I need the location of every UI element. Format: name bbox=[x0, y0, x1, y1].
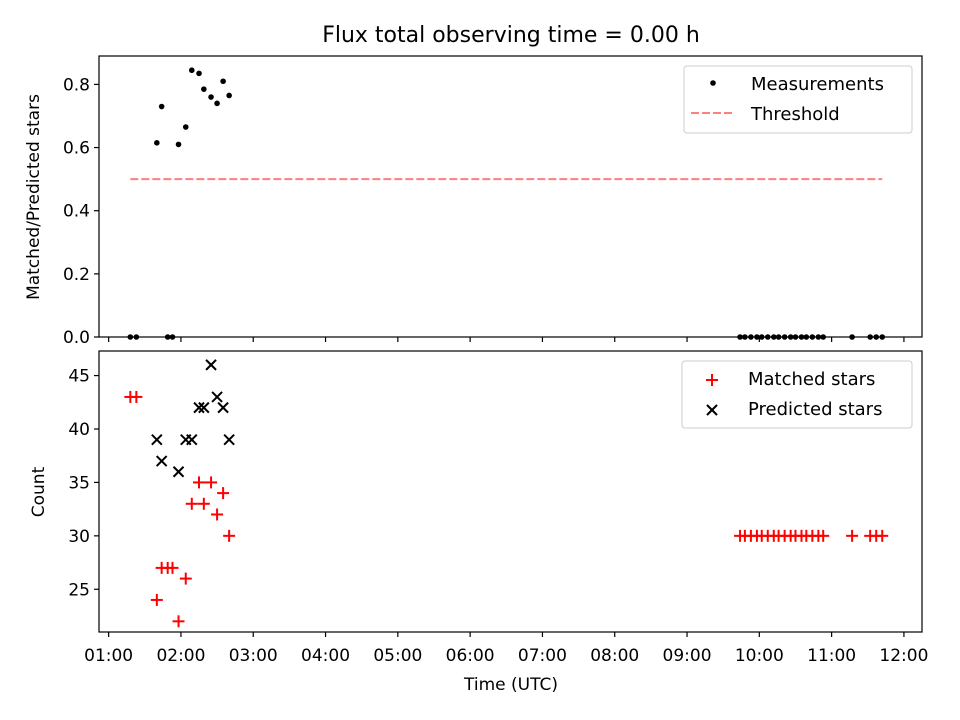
predicted-star-point bbox=[172, 466, 185, 478]
matched-star-point bbox=[197, 497, 210, 510]
x-tick-label: 06:00 bbox=[446, 646, 495, 666]
measurement-point bbox=[214, 100, 220, 107]
bottom-y-tick-label: 25 bbox=[68, 580, 90, 600]
legend-threshold-label: Threshold bbox=[750, 104, 840, 125]
top-y-tick-label: 0.4 bbox=[63, 202, 90, 222]
legend-predicted-label: Predicted stars bbox=[748, 399, 882, 420]
bottom-y-tick-label: 35 bbox=[68, 473, 90, 493]
x-tick-label: 01:00 bbox=[84, 646, 133, 666]
matched-star-point bbox=[217, 487, 230, 500]
matched-star-point bbox=[166, 561, 179, 574]
legend-matched-marker bbox=[706, 374, 718, 386]
predicted-star-point bbox=[211, 391, 223, 403]
bottom-legend-box bbox=[681, 360, 913, 429]
matched-star-point bbox=[185, 497, 198, 510]
matched-star-point bbox=[817, 529, 830, 542]
x-tick-label: 05:00 bbox=[373, 646, 422, 666]
x-tick-label: 11:00 bbox=[807, 646, 856, 666]
legend-matched-label: Matched stars bbox=[748, 369, 875, 390]
legend-measurements-label: Measurements bbox=[751, 74, 884, 95]
matched-star-point bbox=[130, 390, 143, 403]
measurement-point bbox=[220, 78, 226, 85]
top-plot: 0.00.20.40.60.8 Matched/Predicted stars … bbox=[24, 55, 923, 348]
measurement-point bbox=[154, 140, 160, 146]
measurement-point bbox=[196, 70, 202, 77]
measurement-point bbox=[158, 103, 165, 110]
x-axis-label: Time (UTC) bbox=[463, 675, 558, 695]
top-y-tick-label: 0.2 bbox=[63, 265, 90, 285]
x-tick-label: 03:00 bbox=[229, 646, 278, 666]
x-tick-label: 07:00 bbox=[518, 646, 567, 666]
top-legend-box bbox=[683, 65, 913, 134]
predicted-star-point bbox=[198, 401, 210, 414]
predicted-star-point bbox=[217, 401, 229, 414]
bottom-y-axis-label: Count bbox=[29, 466, 49, 517]
top-y-axis-label: Matched/Predicted stars bbox=[24, 94, 44, 300]
top-y-tick-label: 0.0 bbox=[63, 328, 90, 348]
matched-star-point bbox=[223, 529, 236, 542]
bottom-plot-frame bbox=[98, 350, 923, 633]
measurement-point bbox=[182, 124, 189, 130]
legend-measurements-marker bbox=[710, 80, 716, 86]
legend-predicted-marker bbox=[706, 404, 718, 416]
matched-star-point bbox=[179, 572, 192, 585]
bottom-plot: 25 30 35 40 45 01:00 02:00 03:00 04:00 05:00 06:0… bbox=[29, 350, 928, 695]
x-tick-label: 08:00 bbox=[590, 646, 639, 666]
top-y-tick-label: 0.6 bbox=[63, 139, 90, 159]
predicted-star-point bbox=[193, 401, 205, 414]
measurement-point bbox=[175, 141, 182, 148]
measurement-point bbox=[208, 94, 214, 100]
x-tick-label: 10:00 bbox=[735, 646, 784, 666]
matched-star-point bbox=[150, 593, 163, 606]
matched-star-point bbox=[211, 508, 224, 521]
bottom-y-tick-label: 30 bbox=[68, 527, 90, 547]
matched-star-point bbox=[205, 476, 218, 489]
bottom-legend: Matched stars Predicted stars bbox=[681, 360, 913, 429]
top-chart-title: Flux total observing time = 0.00 h bbox=[322, 23, 700, 48]
matched-star-point bbox=[193, 476, 206, 489]
predicted-star-point bbox=[151, 433, 163, 446]
top-plot-frame bbox=[98, 55, 923, 338]
predicted-star-point bbox=[223, 433, 235, 446]
matched-star-point bbox=[172, 615, 185, 628]
predicted-star-point bbox=[186, 433, 198, 446]
measurement-point bbox=[188, 67, 195, 74]
bottom-y-tick-label: 40 bbox=[68, 420, 90, 440]
x-tick-label: 04:00 bbox=[301, 646, 350, 666]
bottom-y-tick-label: 45 bbox=[68, 367, 90, 387]
x-tick-label: 12:00 bbox=[879, 646, 928, 666]
matched-star-point bbox=[876, 529, 889, 542]
measurement-point bbox=[226, 92, 232, 99]
x-tick-label: 09:00 bbox=[663, 646, 712, 666]
top-legend: Measurements Threshold bbox=[683, 65, 913, 134]
top-y-tick-label: 0.8 bbox=[63, 75, 90, 95]
predicted-star-point bbox=[155, 455, 168, 467]
measurement-point bbox=[201, 86, 207, 92]
x-tick-label: 02:00 bbox=[156, 646, 205, 666]
predicted-star-point bbox=[205, 359, 217, 371]
matched-star-point bbox=[846, 529, 859, 542]
